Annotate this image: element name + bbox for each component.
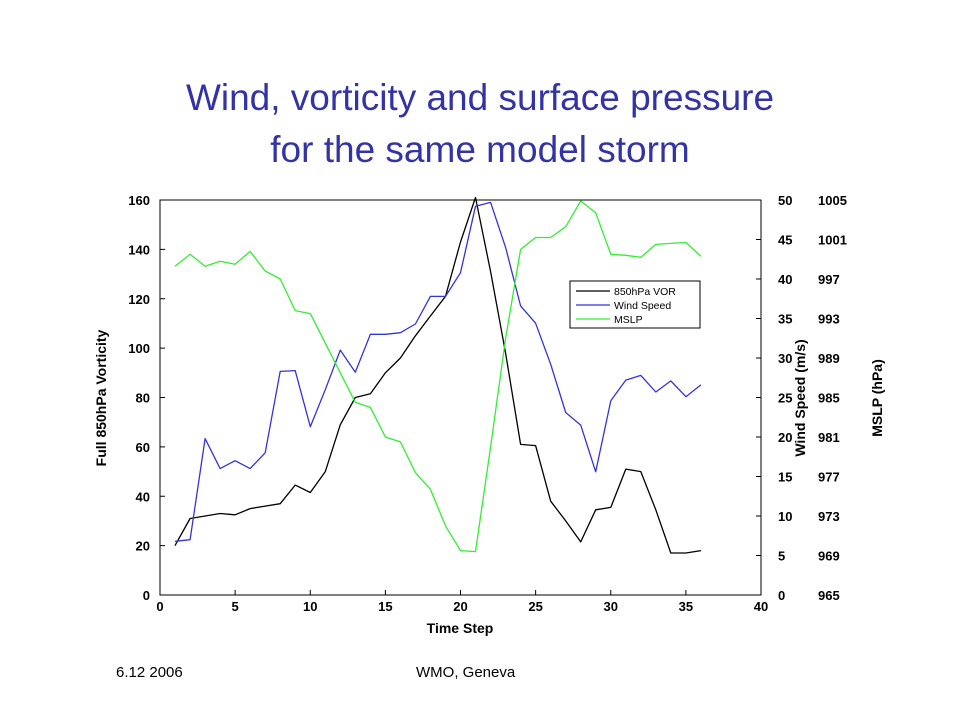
y-axis-mslp-label: MSLP (hPa) (869, 359, 885, 437)
y-axis-mslp-ticks: 965 969 973 977 981 985 989 993 997 1001 1005 (818, 193, 847, 603)
y-tick-label-vor: 100 (128, 341, 150, 356)
y-tick-label-mslp: 985 (818, 391, 840, 406)
y-tick-label-vor: 20 (136, 539, 150, 554)
x-tick-label: 30 (604, 599, 618, 614)
legend: 850hPa VOR Wind Speed MSLP (569, 280, 701, 329)
y-tick-label-mslp: 989 (818, 351, 840, 366)
x-tick-label: 35 (679, 599, 693, 614)
x-tick-label: 40 (754, 599, 768, 614)
plot-frame (159, 199, 762, 596)
y-tick-label-vor: 60 (136, 440, 150, 455)
slide-title-line2: for the same model storm (270, 129, 690, 170)
series-line-mslp (174, 200, 702, 553)
series-lines (174, 196, 702, 554)
y-tick-label-wind: 45 (778, 233, 792, 248)
x-tick-label: 25 (528, 599, 542, 614)
y-tick-label-wind: 50 (778, 193, 792, 208)
slide-title-line1: Wind, vorticity and surface pressure (185, 77, 775, 118)
footer-date: 6.12 2006 (116, 664, 183, 681)
x-tick-label: 5 (232, 599, 239, 614)
legend-label-mslp: MSLP (614, 314, 643, 326)
y-tick-label-vor: 80 (136, 391, 150, 406)
y-axis-vorticity-label: Full 850hPa Vorticity (93, 329, 109, 466)
x-tick-label: 10 (303, 599, 317, 614)
y-tick-label-mslp: 993 (818, 312, 840, 327)
y-tick-label-wind: 0 (778, 588, 785, 603)
y-tick-label-vor: 0 (143, 588, 150, 603)
y-tick-label-mslp: 997 (818, 272, 840, 287)
x-tick-label: 20 (453, 599, 467, 614)
y-tick-label-wind: 40 (778, 272, 792, 287)
slide-title: Wind, vorticity and surface pressure for… (0, 72, 960, 176)
y-tick-label-vor: 40 (136, 489, 150, 504)
y-tick-label-vor: 120 (128, 292, 150, 307)
series-line-wind-speed (174, 201, 702, 542)
y-tick-label-wind: 20 (778, 430, 792, 445)
y-axis-vorticity-ticks: 0 20 40 60 80 100 120 140 160 (128, 193, 165, 603)
y-tick-label-mslp: 981 (818, 430, 840, 445)
y-axis-wind-ticks: 0 5 10 15 20 25 30 35 40 45 50 (756, 193, 792, 603)
footer-org: WMO, Geneva (416, 664, 516, 681)
y-tick-label-wind: 5 (778, 549, 785, 564)
x-axis-label: Time Step (427, 620, 494, 636)
y-tick-label-wind: 30 (778, 351, 792, 366)
y-tick-label-wind: 10 (778, 509, 792, 524)
y-tick-label-vor: 160 (128, 193, 150, 208)
y-axis-wind-label: Wind Speed (m/s) (792, 339, 808, 456)
y-tick-label-vor: 140 (128, 242, 150, 257)
y-tick-label-mslp: 977 (818, 470, 840, 485)
legend-label-wind: Wind Speed (614, 300, 671, 312)
y-tick-label-mslp: 973 (818, 509, 840, 524)
y-tick-label-mslp: 969 (818, 549, 840, 564)
legend-label-vor: 850hPa VOR (614, 286, 676, 298)
series-line-vorticity (174, 196, 702, 554)
y-tick-label-wind: 15 (778, 470, 792, 485)
x-tick-label: 0 (156, 599, 163, 614)
x-axis-ticks: 0 5 10 15 20 25 30 35 40 (156, 590, 768, 614)
y-tick-label-wind: 35 (778, 312, 792, 327)
y-tick-label-wind: 25 (778, 391, 792, 406)
x-tick-label: 15 (378, 599, 392, 614)
y-tick-label-mslp: 1001 (818, 233, 847, 248)
y-tick-label-mslp: 1005 (818, 193, 847, 208)
y-tick-label-mslp: 965 (818, 588, 840, 603)
